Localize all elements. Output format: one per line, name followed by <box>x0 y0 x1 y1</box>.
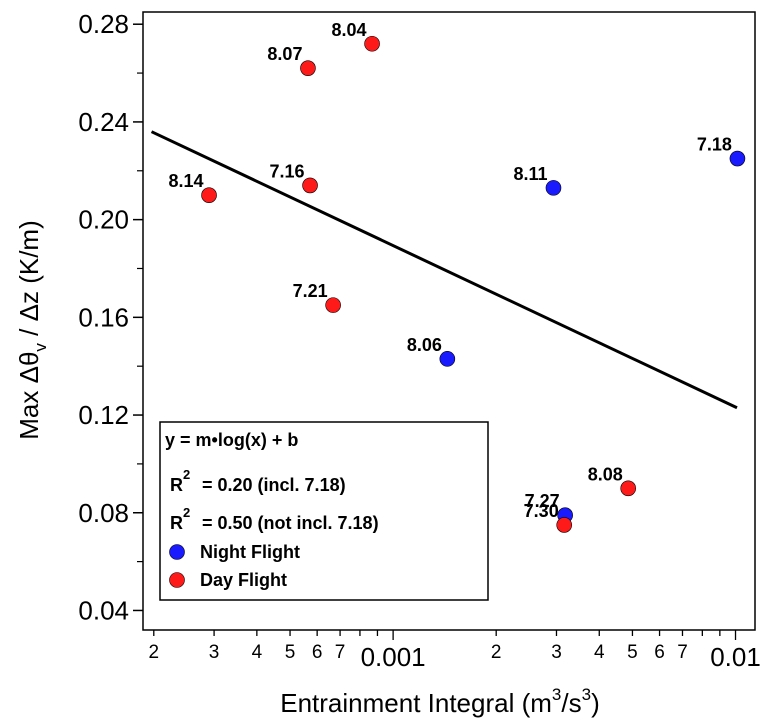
stat-sup: 2 <box>183 467 190 482</box>
point-label: 8.06 <box>407 335 442 355</box>
legend-label: Day Flight <box>200 570 287 590</box>
y-tick-label: 0.28 <box>78 9 129 39</box>
y-tick-label: 0.04 <box>78 595 129 625</box>
y-tick-label: 0.12 <box>78 400 129 430</box>
y-tick-label: 0.08 <box>78 498 129 528</box>
point <box>729 150 746 167</box>
x-tick-label: 0.001 <box>361 642 426 672</box>
point-label: 8.07 <box>267 44 302 64</box>
y-title-part: / Δz (K/m) <box>14 220 44 343</box>
stat-text: = 0.20 (incl. 7.18) <box>202 475 346 495</box>
point <box>300 60 316 76</box>
x-tick-label: 6 <box>654 642 665 663</box>
legend-label: Night Flight <box>200 542 300 562</box>
plot-frame <box>142 11 756 631</box>
x-tick-label: 0.01 <box>710 642 761 672</box>
point-label: 7.21 <box>293 281 328 301</box>
legend-stat: R2 = 0.20 (incl. 7.18) <box>170 467 346 495</box>
point-label: 8.11 <box>513 164 547 184</box>
x-title-part: /s <box>561 688 581 718</box>
x-tick-label: 6 <box>312 642 323 663</box>
x-tick-label: 4 <box>252 642 263 663</box>
x-tick-label: 7 <box>677 642 688 663</box>
point-label: 8.14 <box>169 171 204 191</box>
stat-text: = 0.50 (not incl. 7.18) <box>202 513 379 533</box>
point-label: 7.16 <box>270 161 305 181</box>
legend-box <box>159 421 489 601</box>
y-title-sub: v <box>31 343 50 352</box>
x-tick-label: 2 <box>149 642 160 663</box>
x-tick-label: 5 <box>285 642 296 663</box>
y-axis-title: Max Δθv / Δz (K/m) <box>14 220 50 439</box>
stat-label: R <box>170 475 183 495</box>
point <box>620 480 637 497</box>
point-label: 7.18 <box>697 135 732 155</box>
point-label: 8.04 <box>332 20 367 40</box>
x-title-part: ) <box>591 688 600 718</box>
legend-marker <box>169 572 185 588</box>
y-tick-label: 0.24 <box>78 107 129 137</box>
x-tick-label: 5 <box>627 642 638 663</box>
point-label: 7.27 <box>525 491 560 511</box>
y-tick-label: 0.16 <box>78 302 129 332</box>
point-label: 8.08 <box>588 464 623 484</box>
x-title-part: Entrainment Integral (m <box>280 688 552 718</box>
point <box>556 517 573 533</box>
stat-sup: 2 <box>183 505 190 520</box>
stat-label: R <box>170 513 183 533</box>
x-tick-label: 3 <box>209 642 220 663</box>
x-axis-title: Entrainment Integral (m3/s3) <box>280 685 600 718</box>
x-tick-label: 2 <box>491 642 502 663</box>
point <box>325 297 341 313</box>
y-tick-label: 0.20 <box>78 205 129 235</box>
y-title-part: Max Δθ <box>14 352 44 440</box>
fit-line <box>150 130 738 410</box>
x-tick-label: 4 <box>594 642 605 663</box>
legend-marker <box>169 544 185 560</box>
point <box>201 187 217 204</box>
x-title-sup: 3 <box>582 685 591 704</box>
x-tick-label: 3 <box>551 642 562 663</box>
x-title-sup: 3 <box>552 685 561 704</box>
point <box>439 351 456 367</box>
legend-stat: R2 = 0.50 (not incl. 7.18) <box>170 505 379 533</box>
point-label: 7.30 <box>524 501 559 521</box>
x-tick-label: 7 <box>335 642 346 663</box>
point <box>364 35 380 52</box>
point <box>545 180 562 196</box>
point <box>302 177 318 194</box>
legend-equation: y = m•log(x) + b <box>165 430 298 450</box>
